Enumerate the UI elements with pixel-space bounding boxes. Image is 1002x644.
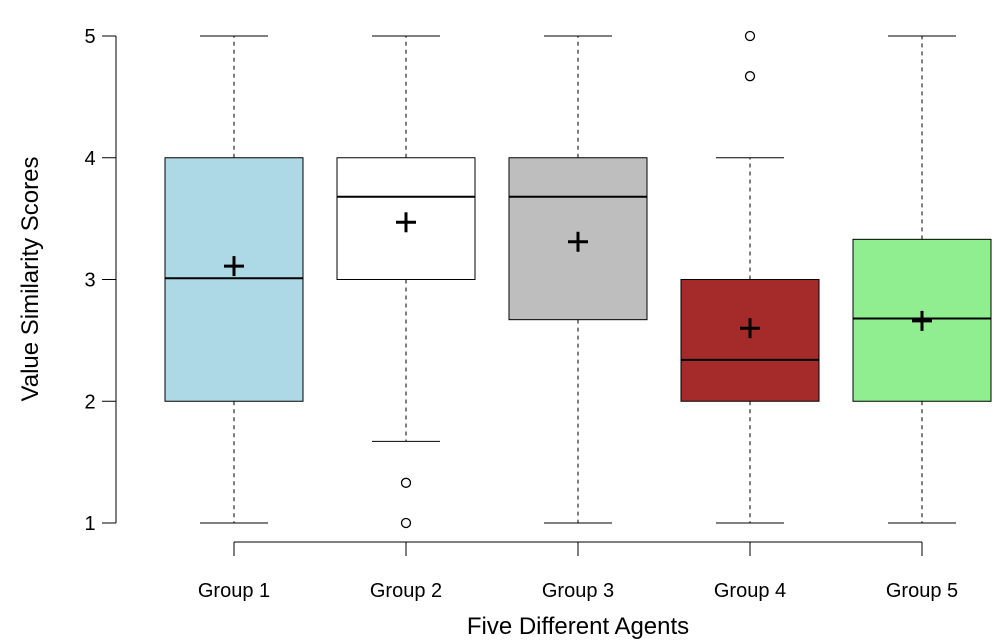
iqr-box xyxy=(164,157,304,402)
box-3 xyxy=(508,35,648,524)
x-axis-title: Five Different Agents xyxy=(467,613,689,640)
box-4 xyxy=(680,30,820,524)
x-tick-label: Group 2 xyxy=(370,580,442,602)
outlier-point xyxy=(744,71,756,82)
y-axis-title: Value Similarity Scores xyxy=(17,157,44,402)
y-tick-label: 1 xyxy=(84,513,95,535)
x-tick-label: Group 4 xyxy=(714,580,786,602)
box-5 xyxy=(852,35,992,524)
y-tick-label: 4 xyxy=(84,148,95,170)
y-tick-label: 3 xyxy=(84,270,95,292)
iqr-box xyxy=(680,279,820,402)
box-1 xyxy=(164,35,304,524)
boxes xyxy=(164,30,992,529)
y-axis: 1 2 3 4 5 xyxy=(84,26,117,535)
x-tick-label: Group 3 xyxy=(542,580,614,602)
outlier-point xyxy=(400,517,412,529)
box-2 xyxy=(336,35,476,529)
outlier-point xyxy=(744,30,756,42)
x-axis: Group 1 Group 2 Group 3 Group 4 Group 5 xyxy=(198,541,958,602)
x-tick-label: Group 1 xyxy=(198,580,270,602)
y-tick-label: 2 xyxy=(84,391,95,413)
y-tick-label: 5 xyxy=(84,26,95,48)
x-tick-label: Group 5 xyxy=(886,580,958,602)
outlier-point xyxy=(400,477,412,488)
